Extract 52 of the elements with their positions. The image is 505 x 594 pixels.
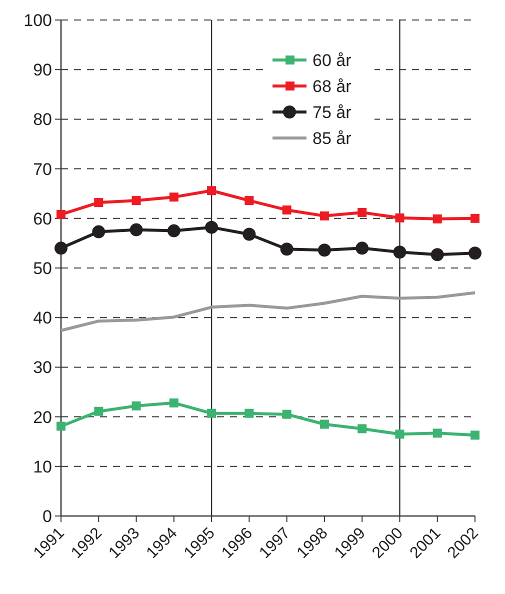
- point: [94, 406, 104, 416]
- point: [207, 408, 216, 418]
- point: [54, 242, 68, 255]
- point: [468, 246, 482, 260]
- point: [132, 196, 141, 206]
- point: [207, 186, 216, 196]
- point: [167, 224, 180, 238]
- y-tick-label: 90: [33, 60, 52, 80]
- point: [205, 220, 218, 234]
- point: [92, 225, 106, 238]
- point: [242, 228, 256, 241]
- point: [318, 244, 331, 257]
- point: [280, 242, 294, 256]
- point: [320, 211, 329, 220]
- point: [358, 424, 367, 434]
- point: [244, 196, 254, 206]
- y-tick-label: 10: [33, 457, 52, 476]
- line-series: [60, 291, 476, 332]
- y-tick-label: 20: [33, 408, 52, 427]
- y-tick-label: 80: [33, 110, 52, 130]
- y-tick-label: 50: [33, 258, 52, 278]
- point: [395, 213, 404, 222]
- point: [432, 428, 442, 438]
- point: [430, 248, 444, 262]
- legend-label: 68 år: [312, 76, 352, 96]
- point: [169, 192, 178, 202]
- point: [393, 246, 406, 259]
- point: [56, 210, 66, 219]
- point: [356, 242, 369, 255]
- point: [395, 430, 404, 439]
- point: [169, 398, 178, 408]
- point: [130, 223, 143, 236]
- y-tick-label: 60: [33, 209, 52, 228]
- point: [282, 410, 292, 419]
- point: [56, 422, 66, 431]
- point: [94, 198, 104, 208]
- point: [470, 214, 480, 223]
- point: [358, 208, 367, 217]
- point: [470, 430, 480, 440]
- point: [244, 408, 254, 418]
- y-tick-label: 30: [33, 358, 52, 378]
- y-tick-label: 40: [33, 308, 52, 328]
- point: [432, 214, 442, 224]
- legend-label: 85 år: [312, 128, 352, 148]
- y-tick-label: 100: [24, 10, 52, 30]
- legend-label: 60 år: [312, 50, 352, 70]
- point: [282, 205, 292, 214]
- y-tick-label: 70: [33, 160, 52, 179]
- legend-label: 75 år: [312, 102, 352, 122]
- point: [132, 401, 141, 410]
- point: [320, 420, 329, 429]
- y-tick-label: 0: [42, 506, 52, 526]
